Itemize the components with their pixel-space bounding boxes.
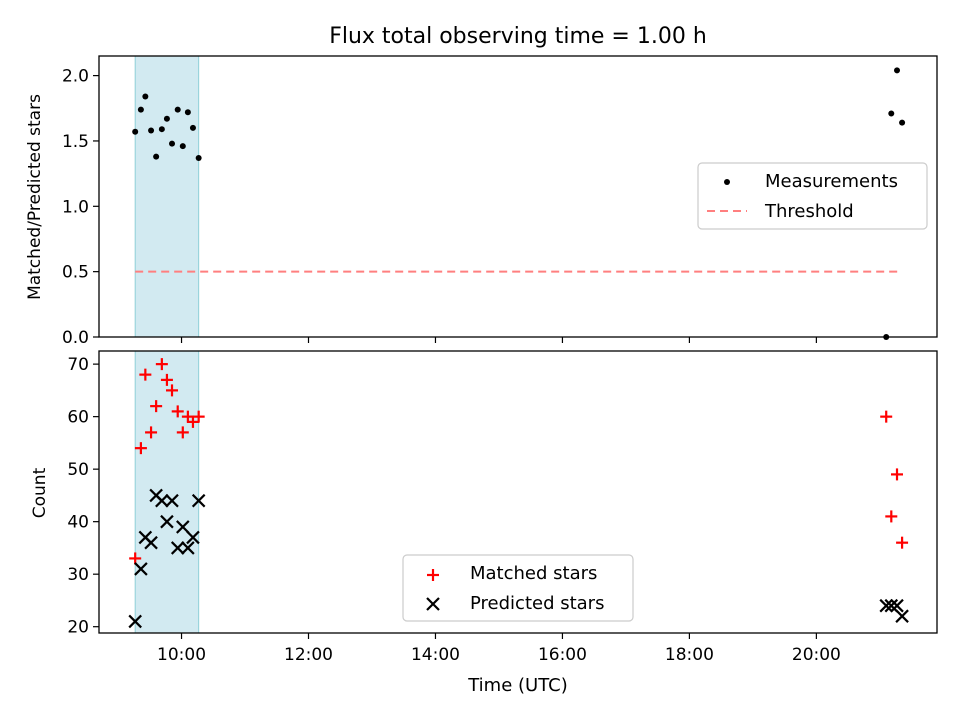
bottom-y-tick-label: 60 <box>67 408 89 428</box>
measurements-point <box>888 110 895 117</box>
predicted-stars-point <box>165 493 179 508</box>
matched-stars-point <box>150 400 163 413</box>
predicted-stars-point <box>176 520 190 534</box>
measurements-point <box>158 126 165 133</box>
bottom-y-tick-label: 20 <box>67 618 89 638</box>
bottom-legend: Matched stars Predicted stars <box>402 554 634 622</box>
measurements-point <box>132 128 139 135</box>
predicted-stars-point <box>144 535 158 550</box>
measurements-point <box>137 106 144 113</box>
top-y-tick-label: 2.0 <box>62 67 89 87</box>
matched-stars-point <box>192 410 205 423</box>
bottom-axes-frame <box>98 350 938 634</box>
x-axis-label: Time (UTC) <box>467 675 568 696</box>
predicted-stars-point <box>170 541 185 555</box>
measurements-point <box>174 106 181 113</box>
legend-predicted-label: Predicted stars <box>470 593 604 614</box>
measurements-point <box>153 153 160 160</box>
x-tick-label: 12:00 <box>284 645 333 665</box>
top-axes-frame <box>98 55 938 338</box>
bottom-y-tick-label: 70 <box>67 355 89 375</box>
top-axis-ticks: 0.0 0.5 1.0 1.5 2.0 <box>62 67 817 348</box>
bottom-axis-ticks: 20 30 40 50 60 70 <box>67 355 817 639</box>
top-legend-box <box>697 162 928 230</box>
predicted-stars-point <box>186 530 200 545</box>
measurements-point <box>142 93 149 100</box>
predicted-stars-point <box>134 562 148 576</box>
matched-stars-point <box>186 415 199 428</box>
measurements-point <box>184 109 191 116</box>
x-tick-label: 16:00 <box>538 645 587 665</box>
matched-stars-point <box>139 368 152 381</box>
bottom-legend-box <box>402 554 634 622</box>
predicted-stars-point <box>895 609 909 623</box>
legend-measurements-marker <box>724 179 730 185</box>
bottom-y-tick-label: 40 <box>67 513 89 533</box>
matched-stars-point <box>880 410 893 423</box>
predicted-stars-point <box>884 598 899 613</box>
matched-stars-point <box>134 442 147 455</box>
top-y-axis-label: Matched/Predicted stars <box>25 94 45 300</box>
measurements-point <box>894 67 901 74</box>
predicted-stars-point <box>128 614 142 629</box>
legend-measurements-label: Measurements <box>765 171 898 192</box>
matched-stars-point <box>176 426 189 439</box>
bottom-series <box>128 358 909 629</box>
x-tick-label: 18:00 <box>665 645 714 665</box>
predicted-stars-point <box>191 493 206 508</box>
matched-stars-point <box>885 510 898 523</box>
legend-threshold-label: Threshold <box>764 201 854 222</box>
matched-stars-point <box>171 405 184 418</box>
x-tick-label: 10:00 <box>157 645 206 665</box>
top-legend: Measurements Threshold <box>697 162 928 230</box>
top-y-tick-label: 0.5 <box>62 263 89 283</box>
bottom-panel: 20 30 40 50 60 70 Count Matched stars Predict… <box>30 350 938 639</box>
matched-stars-point <box>166 384 179 397</box>
bottom-y-tick-label: 30 <box>67 565 89 585</box>
legend-predicted-marker <box>426 597 440 611</box>
measurements-point <box>169 140 176 147</box>
matched-stars-point <box>145 426 158 439</box>
measurements-point <box>148 127 155 134</box>
top-y-tick-label: 1.5 <box>62 132 89 152</box>
measurements-point <box>899 119 906 126</box>
predicted-stars-point <box>890 598 904 613</box>
measurements-point <box>195 154 202 161</box>
bottom-y-axis-label: Count <box>30 467 50 518</box>
legend-matched-marker <box>427 569 439 581</box>
x-tick-labels: 10:00 12:00 14:00 16:00 18:00 20:00 <box>157 645 841 665</box>
predicted-stars-point <box>879 598 893 613</box>
top-series <box>132 67 906 340</box>
matched-stars-point <box>155 358 168 371</box>
matched-stars-point <box>891 468 904 481</box>
measurements-point <box>179 143 186 150</box>
measurements-point <box>163 115 170 122</box>
top-observing-window <box>134 55 200 338</box>
predicted-stars-point <box>155 493 169 508</box>
measurements-point <box>189 124 196 131</box>
predicted-stars-point <box>160 514 174 529</box>
legend-matched-label: Matched stars <box>470 563 597 584</box>
x-tick-label: 20:00 <box>792 645 841 665</box>
figure-title: Flux total observing time = 1.00 h <box>329 24 707 49</box>
matched-stars-point <box>896 536 909 549</box>
top-y-tick-label: 0.0 <box>62 328 89 348</box>
matched-stars-point <box>160 373 173 386</box>
top-y-tick-label: 1.0 <box>62 197 89 217</box>
predicted-stars-point <box>181 541 195 555</box>
bottom-y-tick-label: 50 <box>67 460 89 480</box>
top-panel: 0.00.51.01.52.0 Matched/Predicted stars … <box>25 55 938 348</box>
bottom-observing-window <box>134 350 200 634</box>
matched-stars-point <box>129 552 142 565</box>
bottom-shaded-span <box>134 350 200 634</box>
top-shaded-span <box>134 55 200 338</box>
x-tick-label: 14:00 <box>411 645 460 665</box>
